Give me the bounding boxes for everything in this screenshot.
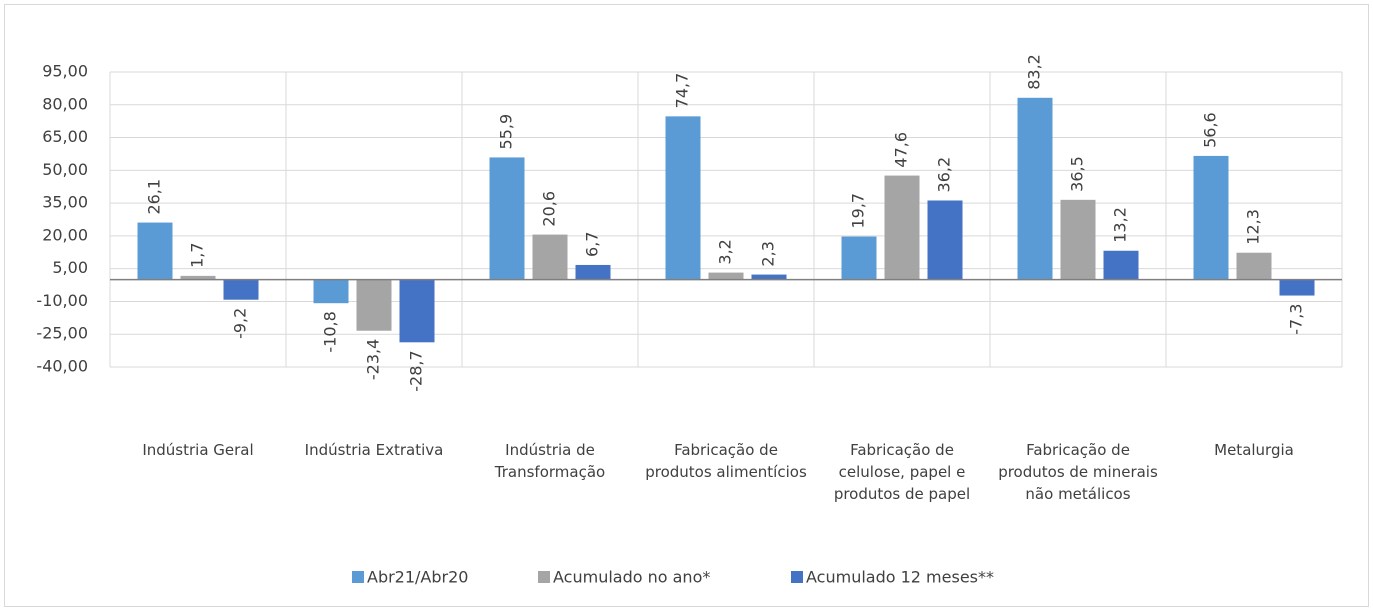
y-tick-label: -40,00 (36, 357, 88, 376)
bar (575, 264, 611, 280)
bar (489, 157, 525, 280)
bar (1236, 252, 1272, 280)
data-label: 19,7 (849, 193, 868, 229)
y-tick-label: 20,00 (42, 225, 88, 244)
bar (751, 274, 787, 280)
bar (313, 279, 349, 304)
data-label: 1,7 (188, 242, 207, 267)
x-tick-label: Indústria Geral (142, 441, 254, 459)
legend-label: Acumulado no ano* (553, 568, 710, 587)
bar (356, 279, 392, 331)
y-tick-label: 35,00 (42, 193, 88, 212)
y-tick-label: 95,00 (42, 62, 88, 81)
data-label: 2,3 (759, 241, 778, 266)
data-label: 55,9 (497, 114, 516, 150)
bar (708, 272, 744, 280)
data-label: 56,6 (1201, 112, 1220, 148)
x-tick-label: Indústria Extrativa (304, 441, 444, 459)
y-tick-label: -25,00 (36, 324, 88, 343)
bar (180, 275, 216, 280)
y-tick-label: 65,00 (42, 127, 88, 146)
legend-swatch (538, 571, 550, 583)
legend-swatch (352, 571, 364, 583)
legend-label: Acumulado 12 meses** (806, 568, 994, 587)
bar (1193, 155, 1229, 280)
data-label: 26,1 (145, 179, 164, 215)
data-label: -28,7 (407, 350, 426, 391)
data-label: 13,2 (1111, 207, 1130, 243)
data-label: 36,2 (935, 157, 954, 193)
y-tick-label: 80,00 (42, 94, 88, 113)
data-label: 3,2 (716, 239, 735, 264)
data-label: -9,2 (231, 308, 250, 339)
x-tick-label: Metalurgia (1214, 441, 1294, 459)
data-label: 47,6 (892, 132, 911, 168)
bar (884, 175, 920, 280)
data-label: 36,5 (1068, 156, 1087, 192)
bar (399, 279, 435, 343)
bar (223, 279, 259, 300)
y-tick-label: 5,00 (52, 258, 88, 277)
bar (1103, 250, 1139, 280)
bar (841, 236, 877, 280)
data-label: -10,8 (321, 311, 340, 352)
bar (927, 200, 963, 280)
bar (1017, 97, 1053, 280)
data-label: 20,6 (540, 191, 559, 227)
legend-label: Abr21/Abr20 (367, 568, 468, 587)
data-label: -7,3 (1287, 304, 1306, 335)
data-label: -23,4 (364, 339, 383, 380)
bar (1279, 279, 1315, 296)
x-tick-label: Fabricação de produtos alimentícios (645, 441, 807, 481)
x-tick-label: Fabricação de produtos de minerais não m… (998, 441, 1158, 503)
bar (532, 234, 568, 280)
data-label: 12,3 (1244, 209, 1263, 245)
bar (665, 116, 701, 280)
data-label: 6,7 (583, 231, 602, 256)
data-label: 74,7 (673, 73, 692, 109)
x-tick-label: Fabricação de celulose, papel e produtos… (833, 441, 971, 503)
legend-swatch (791, 571, 803, 583)
data-label: 83,2 (1025, 54, 1044, 90)
x-tick-label: Indústria de Transformação (494, 441, 606, 481)
y-tick-label: 50,00 (42, 160, 88, 179)
y-tick-label: -10,00 (36, 291, 88, 310)
bar (1060, 199, 1096, 280)
bar (137, 222, 173, 280)
